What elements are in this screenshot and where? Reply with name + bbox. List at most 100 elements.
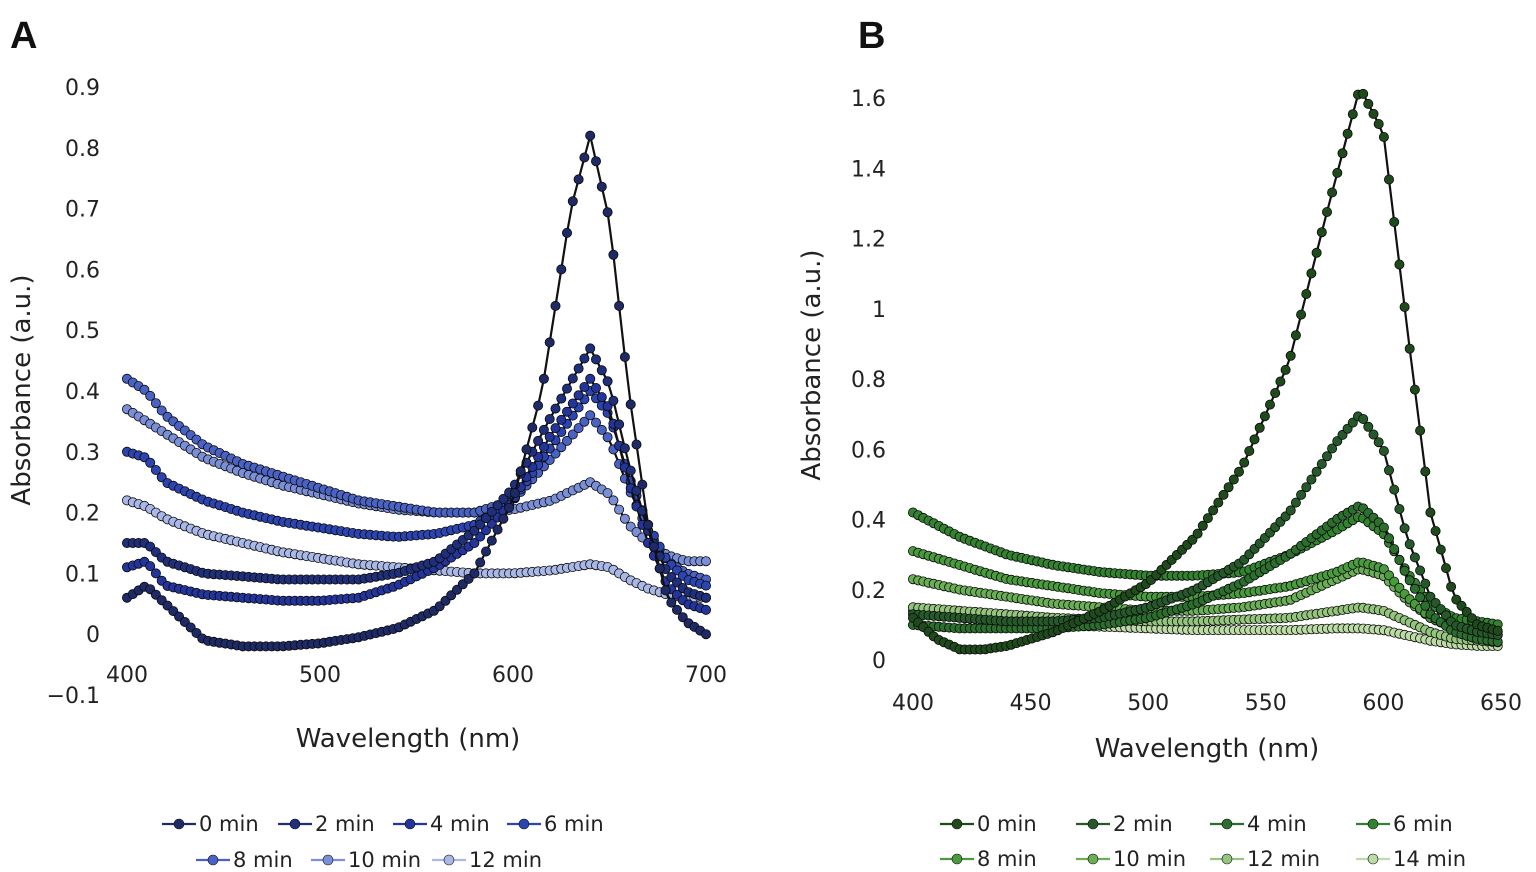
legend-entry: 6 min: [1356, 812, 1453, 836]
data-point: [567, 398, 578, 409]
data-point: [596, 424, 607, 435]
data-point: [1373, 119, 1384, 130]
data-point: [1311, 247, 1322, 258]
legend-entry: 10 min: [311, 848, 421, 872]
data-point: [573, 423, 584, 434]
series-line: [127, 346, 707, 599]
data-point: [469, 538, 480, 549]
data-point: [1441, 563, 1452, 574]
data-point: [643, 519, 654, 530]
legend-label: 12 min: [1247, 847, 1320, 871]
data-point: [1492, 625, 1503, 636]
data-point: [498, 513, 509, 524]
x-tick-label: 500: [299, 663, 341, 688]
panel-a-x-axis-title: Wavelength (nm): [296, 724, 521, 754]
data-point: [1430, 526, 1441, 537]
legend-entry: 2 min: [1076, 812, 1173, 836]
data-point: [1197, 520, 1208, 531]
data-point: [139, 384, 150, 395]
data-point: [521, 444, 532, 455]
data-point: [573, 390, 584, 401]
data-point: [567, 429, 578, 440]
data-point: [1337, 148, 1348, 159]
legend-marker: [1367, 853, 1379, 865]
data-point: [1399, 301, 1410, 312]
data-point: [538, 424, 549, 435]
legend-label: 2 min: [315, 812, 375, 836]
data-point: [602, 207, 613, 218]
legend-entry: 10 min: [1076, 847, 1186, 871]
data-point: [1322, 451, 1333, 462]
data-point: [475, 557, 486, 568]
panel-b-series: [908, 88, 1503, 655]
data-point: [1259, 411, 1270, 422]
data-point: [1446, 581, 1457, 592]
legend-label: 0 min: [977, 812, 1037, 836]
data-point: [596, 392, 607, 403]
data-point: [660, 585, 671, 596]
data-point: [538, 373, 549, 384]
data-point: [666, 597, 677, 608]
data-point: [1384, 465, 1395, 476]
series-0-min: [908, 88, 1503, 655]
data-point: [701, 592, 712, 603]
y-tick-label: 0.1: [65, 562, 100, 587]
data-point: [150, 464, 161, 475]
x-tick-label: 450: [1010, 691, 1052, 716]
data-point: [1404, 539, 1415, 550]
data-point: [1368, 108, 1379, 119]
data-point: [1363, 98, 1374, 109]
data-point: [1378, 445, 1389, 456]
data-point: [614, 300, 625, 311]
data-point: [1239, 457, 1250, 468]
legend-label: 8 min: [977, 847, 1037, 871]
data-point: [1296, 489, 1307, 500]
data-point: [1363, 421, 1374, 432]
data-point: [579, 353, 590, 364]
legend-label: 0 min: [199, 812, 259, 836]
data-point: [1358, 88, 1369, 99]
y-tick-label: 0.2: [851, 579, 886, 604]
data-point: [550, 423, 561, 434]
data-point: [602, 488, 613, 499]
data-point: [1415, 425, 1426, 436]
data-point: [1296, 309, 1307, 320]
series-10-min: [122, 404, 712, 567]
x-tick-label: 700: [685, 663, 727, 688]
x-tick-label: 650: [1480, 691, 1522, 716]
data-point: [1228, 474, 1239, 485]
data-point: [579, 381, 590, 392]
data-point: [585, 343, 596, 354]
legend-label: 10 min: [348, 848, 421, 872]
data-point: [1301, 482, 1312, 493]
panel-a-y-axis-title: Absorbance (a.u.): [7, 274, 37, 505]
data-point: [1347, 109, 1358, 120]
data-point: [608, 495, 619, 506]
data-point: [509, 488, 520, 499]
data-point: [602, 376, 613, 387]
data-point: [1435, 544, 1446, 555]
data-point: [1270, 387, 1281, 398]
data-point: [150, 568, 161, 579]
data-point: [1409, 384, 1420, 395]
panel-b-legend: 0 min 2 min 4 min 6 min 8 min 10 min 12 min 14 …: [940, 812, 1466, 871]
panel-b-chart: B 400 450 500 550 600 650 0 0.2 0.4 0.6 0.8 1 1.2 1.4…: [797, 15, 1522, 871]
data-point: [608, 395, 619, 406]
data-point: [1244, 445, 1255, 456]
data-point: [556, 264, 567, 275]
y-tick-label: 0.4: [851, 509, 886, 534]
y-tick-label: 0.8: [851, 368, 886, 393]
data-point: [619, 443, 630, 454]
data-point: [562, 435, 573, 446]
data-point: [1280, 364, 1291, 375]
data-point: [1378, 131, 1389, 142]
panel-a-chart: A 400 500 600 700 −0.1 0 0.1 0.2 0.3 0.4 0.5 0.6 0.7…: [7, 15, 727, 872]
y-tick-label: 0.7: [65, 198, 100, 223]
y-tick-label: 1.6: [851, 87, 886, 112]
data-point: [562, 406, 573, 417]
data-point: [591, 382, 602, 393]
legend-marker: [951, 853, 963, 865]
data-point: [1223, 482, 1234, 493]
legend-entry: 12 min: [432, 848, 542, 872]
data-point: [145, 390, 156, 401]
